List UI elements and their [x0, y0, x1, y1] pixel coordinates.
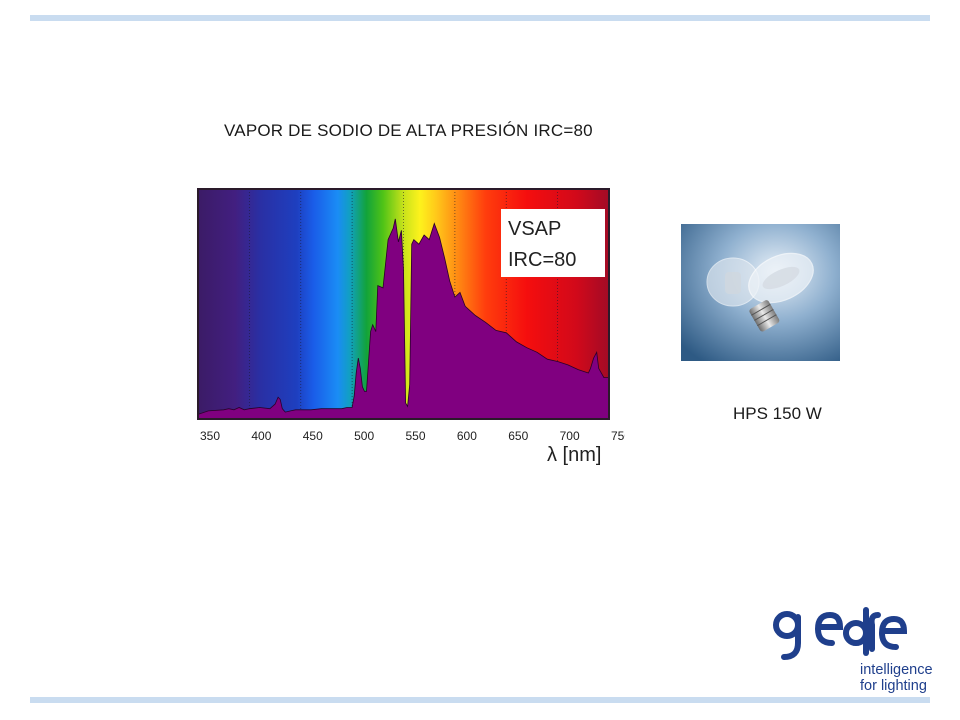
photo-caption: HPS 150 W [733, 404, 822, 423]
spectrum-series-area [197, 218, 610, 420]
logo-tagline-line-1: intelligence [860, 662, 933, 678]
hps-lamp-photo [681, 224, 840, 361]
label-box-line-1: VSAP [508, 218, 561, 240]
x-tick-label: 600 [457, 429, 477, 443]
x-tick-label: 500 [354, 429, 374, 443]
x-tick-label: 350 [200, 429, 220, 443]
label-box-line-2: IRC=80 [508, 249, 576, 271]
x-tick-label: 650 [508, 429, 528, 443]
x-axis-label: λ [nm] [547, 444, 601, 466]
gedre-logo [773, 607, 908, 660]
x-tick-label: 450 [303, 429, 323, 443]
x-tick-label: 550 [405, 429, 425, 443]
label-box-background [501, 209, 605, 277]
spectrum-chart: VSAP IRC=80 350400450500550600650700750 … [197, 188, 625, 466]
x-tick-label: 750 [611, 429, 625, 443]
x-tick-label: 700 [560, 429, 580, 443]
plot-frame [197, 188, 610, 420]
bottom-accent-rule [30, 697, 930, 703]
x-tick-labels: 350 400 450 500 550 600 650 700 750 [200, 429, 625, 443]
logo-tagline-line-2: for lighting [860, 678, 927, 694]
top-accent-rule [30, 15, 930, 21]
x-tick-label: 400 [251, 429, 271, 443]
chart-label-box: VSAP IRC=80 [501, 209, 605, 277]
slide-title: VAPOR DE SODIO DE ALTA PRESIÓN IRC=80 [224, 121, 593, 140]
